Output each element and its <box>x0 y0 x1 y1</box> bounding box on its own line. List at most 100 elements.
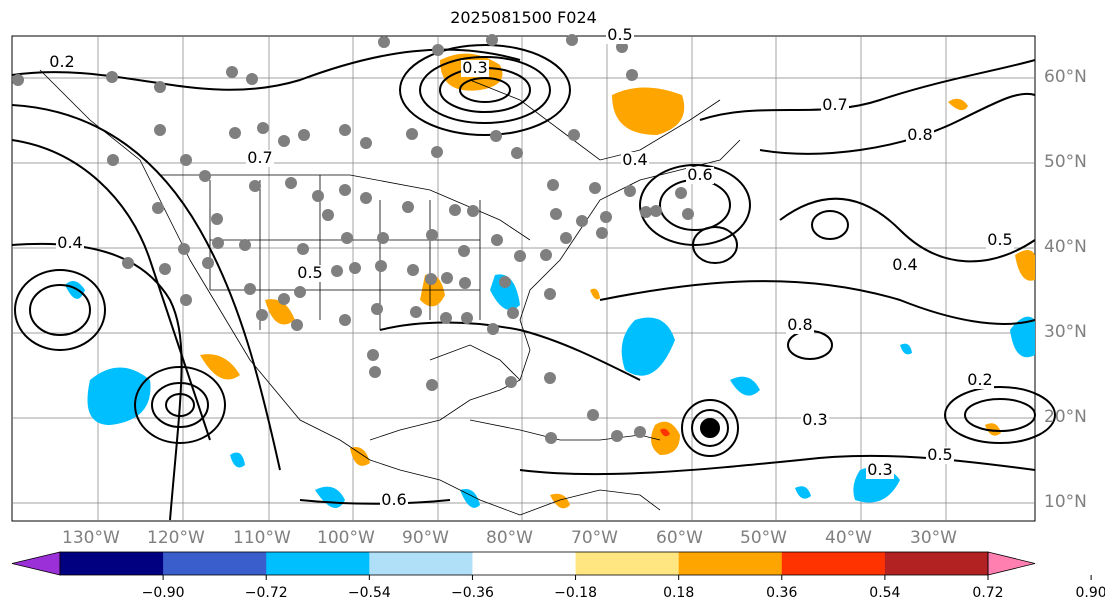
colorbar-tick-label: 0.18 <box>663 585 695 601</box>
colorbar-tick-label: 0.90 <box>1075 585 1105 601</box>
station-dot <box>339 124 351 136</box>
contour-label-background <box>296 265 324 282</box>
contour-label: 0.4 <box>57 233 82 252</box>
station-dot <box>246 73 258 85</box>
contour-value-labels: 0.2 0.3 0.4 0.5 0.6 0.7 0.8 0.2 0.5 0.3 0.4 0.5 0.3 0… <box>48 25 1014 509</box>
longitude-label: 130°W <box>62 528 120 548</box>
station-dot <box>426 229 438 241</box>
station-dot <box>331 265 343 277</box>
contour-label-background <box>380 492 408 509</box>
station-dot <box>505 376 517 388</box>
station-dot <box>339 184 351 196</box>
contour-label-background <box>986 232 1014 249</box>
station-dot <box>634 426 646 438</box>
contour-label: 0.8 <box>907 125 932 144</box>
contour-label-background <box>866 462 894 479</box>
station-dot <box>587 409 599 421</box>
colorbar-segment <box>369 552 473 575</box>
station-dot <box>600 211 612 223</box>
station-dot <box>402 201 414 213</box>
station-dot <box>491 234 503 246</box>
station-dot <box>407 264 419 276</box>
colorbar <box>11 551 1092 580</box>
contour-label-background <box>821 97 849 114</box>
station-dot <box>560 232 572 244</box>
station-dot <box>360 137 372 149</box>
contour-label-background <box>786 317 814 334</box>
contour-label: 0.7 <box>247 148 272 167</box>
station-dot <box>244 283 256 295</box>
contour-label: 0.4 <box>892 255 917 274</box>
station-dot <box>152 202 164 214</box>
station-dot <box>257 122 269 134</box>
contour-label: 0.6 <box>687 165 712 184</box>
colorbar-tick-label: 0.72 <box>972 585 1004 601</box>
station-dot <box>611 430 623 442</box>
station-dot <box>211 213 223 225</box>
station-dot <box>406 128 418 140</box>
station-dot <box>568 129 580 141</box>
station-dot <box>239 239 251 251</box>
colorbar-segment <box>472 552 577 575</box>
longitude-label: 30°W <box>910 528 957 548</box>
station-dot <box>375 260 387 272</box>
station-dot <box>199 170 211 182</box>
station-dot <box>431 146 443 158</box>
station-dot <box>312 190 324 202</box>
latitude-label: 40°N <box>1044 237 1087 257</box>
station-dot <box>256 309 268 321</box>
colorbar-extend-high <box>987 551 1036 576</box>
colorbar-segment <box>163 552 267 575</box>
station-dot <box>640 206 652 218</box>
contour-label-background <box>246 150 274 167</box>
contour-label: 0.2 <box>49 52 74 71</box>
latitude-label: 10°N <box>1044 492 1087 512</box>
contour-label: 0.6 <box>381 490 406 509</box>
colorbar-tick-label: −0.18 <box>554 585 597 601</box>
longitude-label: 100°W <box>317 528 375 548</box>
station-dot <box>154 81 166 93</box>
station-dot <box>285 177 297 189</box>
latitude-label: 60°N <box>1044 67 1087 87</box>
station-dot <box>441 272 453 284</box>
station-dot <box>467 205 479 217</box>
station-dot <box>458 245 470 257</box>
contour-label-background <box>686 167 714 184</box>
station-dot <box>499 276 511 288</box>
station-dot <box>159 263 171 275</box>
station-dot <box>440 312 452 324</box>
station-dot <box>624 185 636 197</box>
contour-label: 0.4 <box>622 150 647 169</box>
longitude-label: 50°W <box>740 528 787 548</box>
contour-label: 0.5 <box>927 445 952 464</box>
station-dot <box>229 127 241 139</box>
contour-label-background <box>906 127 934 144</box>
station-dot <box>487 323 499 335</box>
contour-label: 0.3 <box>462 58 487 77</box>
station-dot <box>360 192 372 204</box>
latitude-label: 50°N <box>1044 152 1087 172</box>
station-dot <box>566 34 578 46</box>
longitude-label: 120°W <box>147 528 205 548</box>
station-dot <box>180 154 192 166</box>
contour-label: 0.8 <box>787 315 812 334</box>
contour-label: 0.2 <box>967 370 992 389</box>
station-dot <box>226 66 238 78</box>
station-dot <box>298 129 310 141</box>
station-dot <box>596 227 608 239</box>
station-dot <box>291 319 303 331</box>
longitude-label: 70°W <box>571 528 618 548</box>
colorbar-tick-label: −0.36 <box>450 585 494 601</box>
contour-label-background <box>621 152 649 169</box>
station-dot <box>249 180 261 192</box>
station-dot <box>650 205 662 217</box>
latitude-label: 20°N <box>1044 407 1087 427</box>
station-dot <box>410 306 422 318</box>
contour-label-background <box>801 412 829 429</box>
map-frame <box>11 35 1036 522</box>
contour-label: 0.5 <box>607 25 632 44</box>
station-dot <box>432 44 444 56</box>
colorbar-extend-low <box>11 551 61 576</box>
station-dot <box>425 273 437 285</box>
longitude-label: 60°W <box>656 528 703 548</box>
